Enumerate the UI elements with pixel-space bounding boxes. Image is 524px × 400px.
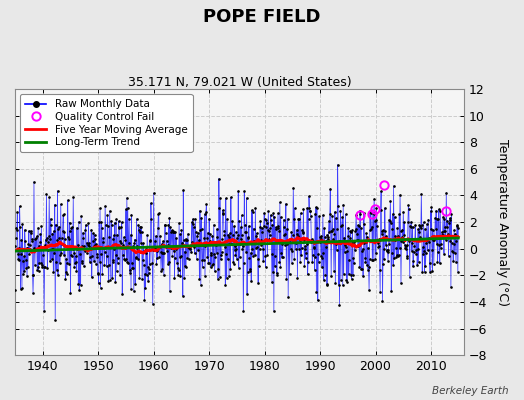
Legend: Raw Monthly Data, Quality Control Fail, Five Year Moving Average, Long-Term Tren: Raw Monthly Data, Quality Control Fail, … bbox=[20, 94, 192, 152]
Text: Berkeley Earth: Berkeley Earth bbox=[432, 386, 508, 396]
Y-axis label: Temperature Anomaly (°C): Temperature Anomaly (°C) bbox=[496, 138, 509, 306]
Title: 35.171 N, 79.021 W (United States): 35.171 N, 79.021 W (United States) bbox=[128, 76, 352, 89]
Text: POPE FIELD: POPE FIELD bbox=[203, 8, 321, 26]
